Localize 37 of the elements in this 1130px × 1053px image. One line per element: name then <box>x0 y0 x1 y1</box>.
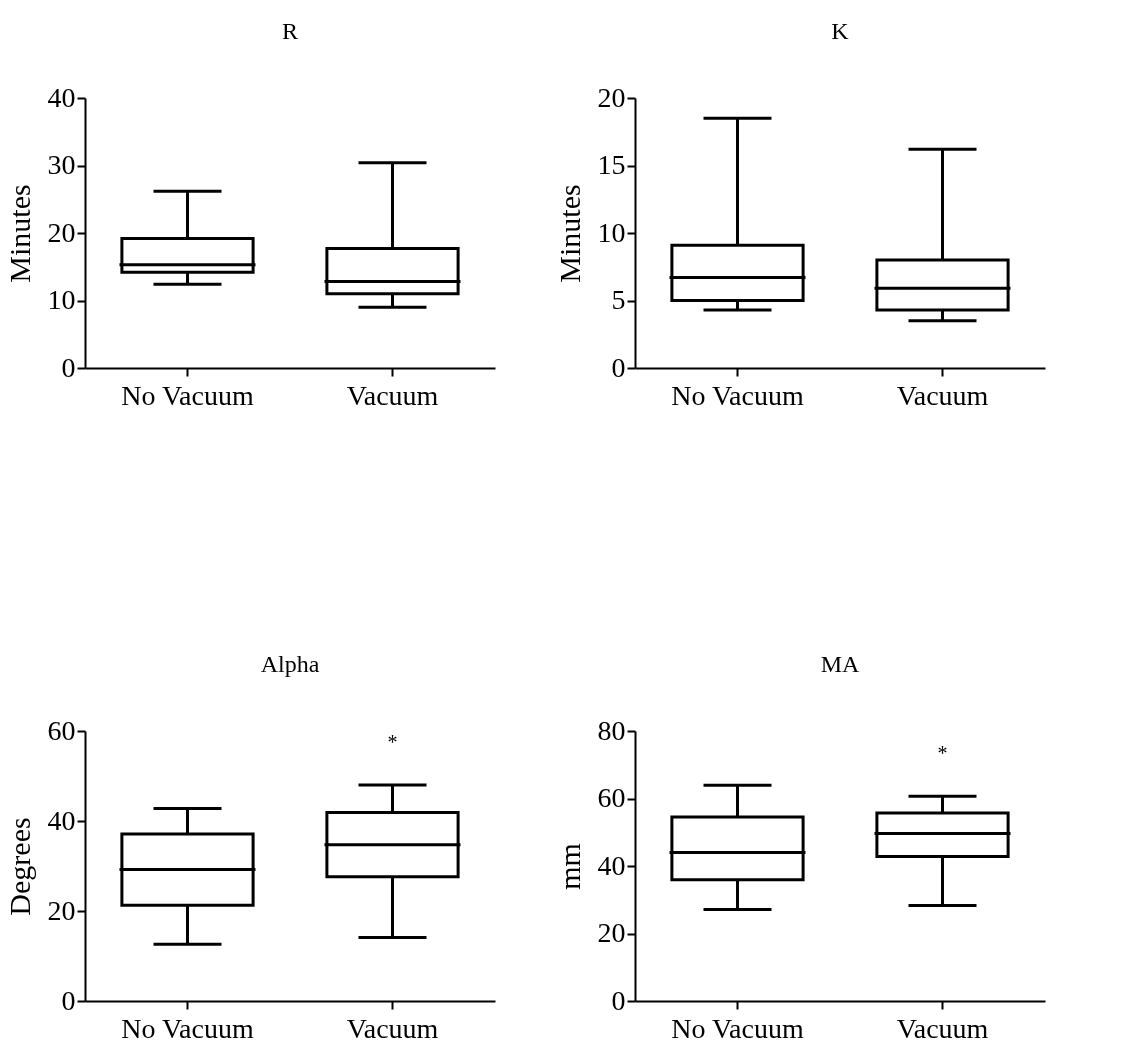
y-axis-title: Degrees <box>2 817 36 916</box>
y-axis-title: Minutes <box>552 184 586 283</box>
annotation: * <box>937 742 948 765</box>
y-tick-label: 20 <box>597 81 626 113</box>
y-tick-label: 20 <box>47 894 76 926</box>
y-tick-label: 10 <box>47 284 76 315</box>
chart-title: MA <box>820 651 860 677</box>
x-tick-label: Vacuum <box>346 1012 439 1044</box>
x-tick-label: No Vacuum <box>671 379 804 411</box>
y-tick-label: 80 <box>597 714 626 746</box>
x-tick-label: No Vacuum <box>121 379 254 411</box>
y-tick-label: 0 <box>611 984 626 1016</box>
y-tick-label: 40 <box>47 81 76 113</box>
x-tick-label: Vacuum <box>346 379 439 411</box>
y-tick-label: 0 <box>611 351 626 383</box>
y-tick-label: 40 <box>597 849 626 881</box>
chart-title: Alpha <box>260 651 320 677</box>
y-tick-label: 10 <box>597 216 626 248</box>
y-axis-title: mm <box>552 843 586 890</box>
y-tick-label: 15 <box>597 149 626 180</box>
annotation: * <box>387 731 398 753</box>
chart-title: R <box>281 18 299 44</box>
y-tick-label: 30 <box>47 149 76 180</box>
x-tick-label: No Vacuum <box>121 1012 254 1044</box>
y-tick-label: 5 <box>611 284 626 315</box>
y-tick-label: 60 <box>597 782 626 813</box>
y-tick-label: 0 <box>61 351 76 383</box>
x-tick-label: Vacuum <box>896 1012 989 1044</box>
x-tick-label: No Vacuum <box>671 1012 804 1044</box>
y-tick-label: 20 <box>597 917 626 948</box>
y-tick-label: 20 <box>47 216 76 248</box>
chart-title: K <box>831 18 850 44</box>
x-tick-label: Vacuum <box>896 379 989 411</box>
y-tick-label: 60 <box>47 714 76 746</box>
y-tick-label: 0 <box>61 984 76 1016</box>
y-tick-label: 40 <box>47 804 76 836</box>
y-axis-title: Minutes <box>2 184 36 283</box>
